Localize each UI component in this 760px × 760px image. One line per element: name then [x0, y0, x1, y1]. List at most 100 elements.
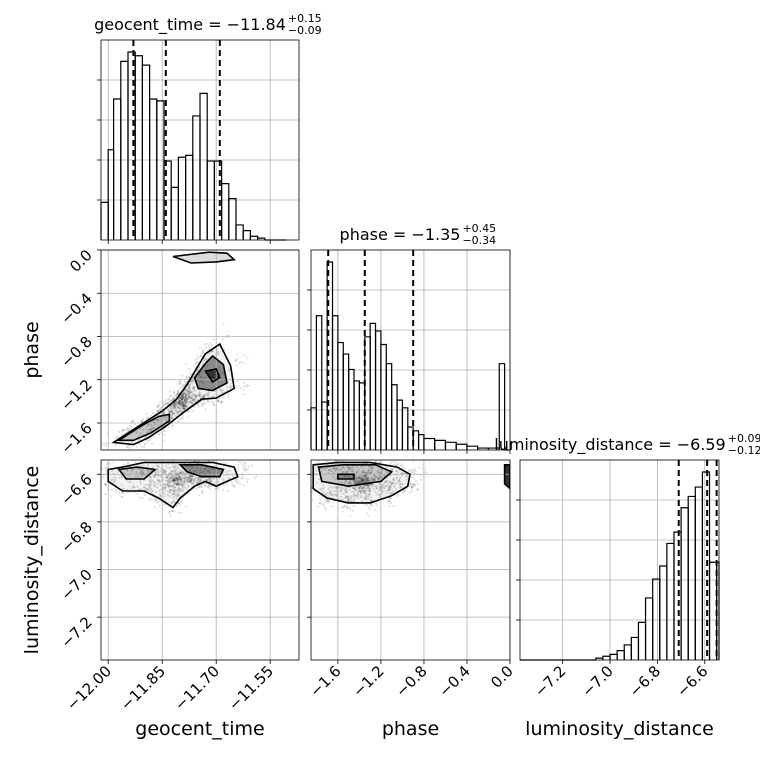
scatter-point [168, 489, 171, 492]
scatter-point [169, 476, 172, 480]
scatter-point [110, 469, 114, 473]
scatter-point [128, 481, 131, 484]
scatter-point [209, 479, 212, 483]
scatter-point [180, 395, 183, 398]
scatter-point [142, 469, 145, 472]
scatter-point [177, 483, 180, 486]
scatter-point [360, 476, 363, 480]
scatter-point [387, 485, 390, 489]
scatter-point [198, 478, 202, 481]
scatter-point [377, 477, 380, 481]
scatter-point [389, 485, 392, 488]
scatter-point [234, 359, 238, 362]
scatter-point [353, 486, 356, 490]
scatter-point [341, 498, 344, 501]
scatter-point [362, 491, 366, 494]
scatter-point [192, 387, 195, 390]
scatter-point [386, 471, 390, 474]
scatter-point [236, 482, 239, 485]
scatter-point [171, 409, 174, 413]
scatter-point [183, 404, 187, 407]
scatter-point [383, 486, 386, 489]
scatter-point [380, 490, 384, 493]
scatter-point [165, 483, 169, 486]
scatter-point [173, 478, 176, 481]
scatter-point [384, 480, 388, 483]
scatter-point [185, 474, 188, 477]
scatter-point [227, 477, 230, 480]
scatter-point [332, 467, 335, 470]
scatter-point [358, 485, 361, 488]
scatter-point [372, 478, 375, 481]
scatter-point [176, 492, 179, 495]
scatter-point [149, 428, 152, 432]
scatter-point [396, 471, 399, 474]
scatter-point [139, 468, 142, 471]
scatter-point [180, 399, 183, 402]
scatter-point [365, 479, 369, 482]
scatter-point [178, 482, 181, 486]
scatter-point [188, 479, 191, 483]
xtick-label-phase-2: −0.8 [392, 662, 430, 700]
scatter-point [368, 465, 371, 468]
scatter-point [176, 412, 179, 415]
scatter-point [170, 502, 174, 505]
scatter-point [356, 481, 360, 484]
scatter-point [197, 481, 200, 484]
scatter-point [171, 477, 174, 480]
scatter-point [389, 474, 392, 477]
scatter-point [403, 489, 406, 492]
scatter-point [190, 474, 194, 477]
scatter-point [130, 426, 134, 429]
scatter-point [196, 460, 199, 463]
scatter-point [141, 464, 144, 467]
scatter-point [193, 397, 197, 400]
scatter-point [180, 401, 183, 404]
scatter-point [389, 496, 392, 500]
scatter-point [352, 465, 355, 468]
scatter-point [237, 463, 240, 467]
scatter-point [95, 478, 97, 480]
scatter-point [183, 477, 186, 480]
scatter-point [311, 490, 314, 494]
scatter-point [162, 433, 166, 436]
scatter-point [358, 476, 361, 479]
scatter-point [153, 506, 157, 509]
scatter-point [302, 455, 304, 457]
scatter-point [370, 467, 373, 471]
scatter-point [135, 430, 138, 433]
scatter-point [118, 493, 121, 496]
contour-line-phase-luminosity_distance-1 [317, 464, 394, 488]
scatter-point [170, 411, 173, 414]
scatter-point [149, 429, 152, 433]
scatter-point [187, 479, 190, 482]
scatter-point [176, 405, 179, 409]
scatter-point [174, 464, 177, 467]
scatter-point [182, 395, 185, 398]
scatter-point [205, 342, 209, 345]
scatter-point [331, 504, 334, 508]
scatter-point [170, 488, 173, 492]
scatter-point [121, 430, 124, 433]
scatter-point [182, 480, 185, 483]
scatter-point [329, 468, 332, 471]
scatter-point [402, 491, 405, 494]
scatter-point [163, 404, 166, 407]
scatter-point [358, 491, 362, 494]
scatter-point [156, 418, 159, 421]
scatter-point [181, 397, 184, 400]
scatter-point [416, 482, 419, 485]
scatter-point [221, 391, 224, 395]
scatter-point [169, 406, 172, 409]
scatter-point [243, 461, 246, 464]
scatter-point [365, 492, 368, 496]
scatter-point [416, 488, 420, 491]
scatter-point [202, 394, 206, 397]
text-layer: −12.00 −11.85 −11.70 −11.55geocent_time−1.6… [21, 12, 760, 740]
scatter-point [164, 465, 167, 468]
scatter-point [402, 472, 405, 475]
scatter-point [149, 428, 152, 431]
scatter-point [171, 398, 174, 402]
scatter-point [170, 476, 173, 479]
scatter-point [352, 479, 355, 482]
